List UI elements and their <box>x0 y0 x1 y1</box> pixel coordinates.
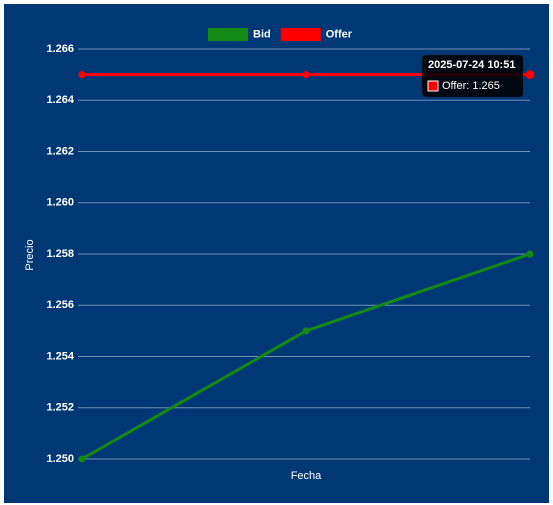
tooltip-label: Offer: 1.265 <box>442 80 500 92</box>
y-tick-label: 1.258 <box>46 248 74 260</box>
legend-swatch <box>208 28 248 41</box>
y-tick-label: 1.262 <box>46 145 74 157</box>
point <box>78 455 86 463</box>
tooltip-box <box>422 55 523 97</box>
legend-swatch <box>280 28 321 41</box>
y-tick-label: 1.252 <box>46 402 74 414</box>
tooltip-swatch <box>427 80 439 92</box>
x-axis-title: Fecha <box>291 470 322 482</box>
y-tick-label: 1.254 <box>46 350 74 362</box>
y-axis-title: Precio <box>24 239 36 270</box>
legend-label: Offer <box>326 28 353 40</box>
legend-label: Bid <box>253 28 271 40</box>
y-tick-label: 1.264 <box>46 94 74 106</box>
y-tick-label: 1.256 <box>46 299 74 311</box>
tooltip-title: 2025-07-24 10:51 <box>428 59 515 71</box>
y-tick-label: 1.260 <box>46 197 74 209</box>
y-tick-label: 1.250 <box>46 453 74 465</box>
point <box>526 250 534 258</box>
point <box>302 71 310 79</box>
y-tick-label: 1.266 <box>46 43 74 55</box>
hover-point <box>525 70 535 80</box>
point <box>302 327 310 335</box>
point <box>78 71 86 79</box>
